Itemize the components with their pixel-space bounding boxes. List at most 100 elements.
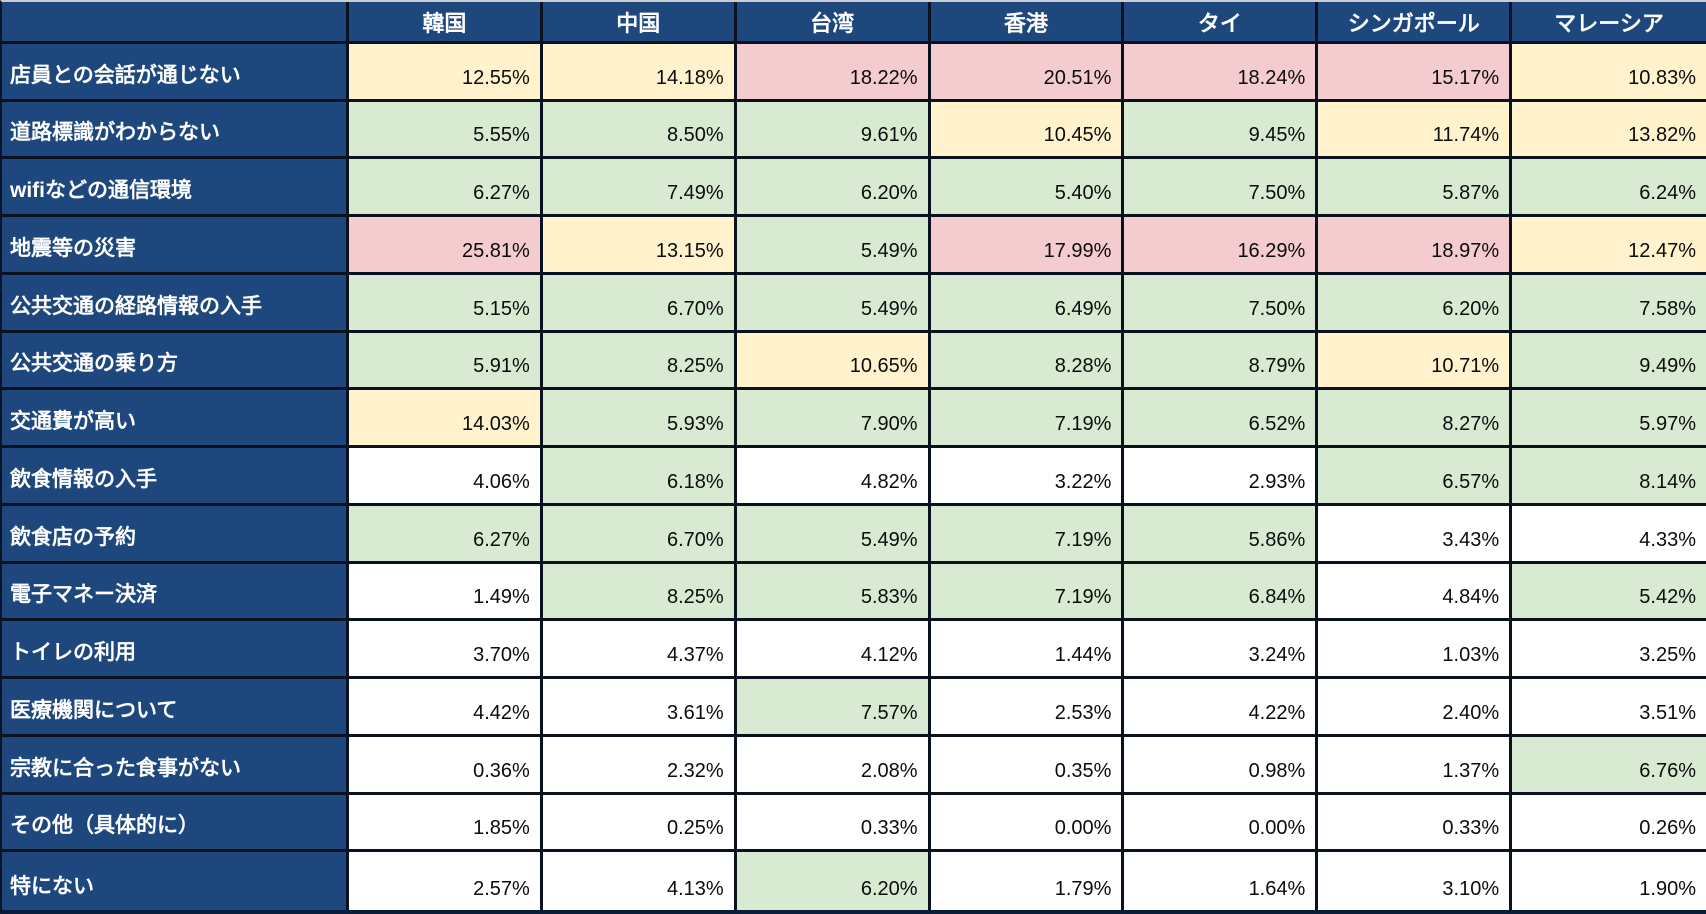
data-cell[interactable]: 2.93% [1124,448,1319,506]
row-label[interactable]: 特にない [2,852,349,910]
data-cell[interactable]: 18.24% [1124,44,1319,102]
data-cell[interactable]: 6.27% [349,505,543,564]
row-label[interactable]: 公共交通の経路情報の入手 [2,274,349,333]
data-cell[interactable]: 16.29% [1124,217,1319,275]
data-cell[interactable]: 3.22% [930,448,1125,506]
data-cell[interactable]: 6.52% [1124,390,1319,449]
data-cell[interactable]: 2.08% [736,736,931,795]
data-cell[interactable]: 7.50% [1124,274,1319,333]
data-cell[interactable]: 8.79% [1124,332,1319,391]
data-cell[interactable]: 9.61% [736,101,931,160]
data-cell[interactable]: 0.33% [1318,794,1513,853]
data-cell[interactable]: 6.18% [542,448,737,506]
data-cell[interactable]: 0.25% [542,794,737,853]
data-cell[interactable]: 6.70% [542,274,737,333]
data-cell[interactable]: 6.70% [542,505,737,564]
data-cell[interactable]: 9.49% [1512,332,1706,391]
data-cell[interactable]: 4.84% [1318,563,1513,622]
data-cell[interactable]: 5.83% [736,563,931,622]
data-cell[interactable]: 13.82% [1512,101,1706,160]
data-cell[interactable]: 3.25% [1512,621,1706,680]
data-cell[interactable]: 8.28% [930,332,1125,391]
row-label[interactable]: 公共交通の乗り方 [2,332,349,391]
data-cell[interactable]: 3.51% [1512,679,1706,737]
data-cell[interactable]: 18.22% [736,44,931,102]
data-cell[interactable]: 4.82% [736,448,931,506]
column-header[interactable]: マレーシア [1512,2,1706,44]
data-cell[interactable]: 6.84% [1124,563,1319,622]
data-cell[interactable]: 8.50% [542,101,737,160]
data-cell[interactable]: 2.53% [930,679,1125,737]
data-cell[interactable]: 7.49% [542,159,737,218]
row-label[interactable]: その他（具体的に） [2,794,349,853]
data-cell[interactable]: 7.19% [930,390,1125,449]
data-cell[interactable]: 17.99% [930,217,1125,275]
data-cell[interactable]: 3.43% [1318,505,1513,564]
row-label[interactable]: 電子マネー決済 [2,563,349,622]
column-header[interactable]: 韓国 [349,2,543,44]
data-cell[interactable]: 10.65% [736,332,931,391]
data-cell[interactable]: 7.57% [736,679,931,737]
data-cell[interactable]: 6.20% [1318,274,1513,333]
row-label[interactable]: 地震等の災害 [2,217,349,275]
row-label[interactable]: 店員との会話が通じない [2,44,349,102]
data-cell[interactable]: 10.71% [1318,332,1513,391]
row-label[interactable]: 道路標識がわからない [2,101,349,160]
data-cell[interactable]: 3.61% [542,679,737,737]
data-cell[interactable]: 5.97% [1512,390,1706,449]
data-cell[interactable]: 0.33% [736,794,931,853]
data-cell[interactable]: 6.20% [736,852,931,910]
data-cell[interactable]: 5.40% [930,159,1125,218]
data-cell[interactable]: 7.58% [1512,274,1706,333]
data-cell[interactable]: 5.15% [349,274,543,333]
data-cell[interactable]: 5.87% [1318,159,1513,218]
row-label[interactable]: 交通費が高い [2,390,349,449]
data-cell[interactable]: 14.03% [349,390,543,449]
corner-cell[interactable] [2,2,349,44]
data-cell[interactable]: 6.24% [1512,159,1706,218]
data-cell[interactable]: 6.76% [1512,736,1706,795]
data-cell[interactable]: 20.51% [930,44,1125,102]
data-cell[interactable]: 8.25% [542,563,737,622]
data-cell[interactable]: 5.49% [736,274,931,333]
data-cell[interactable]: 9.45% [1124,101,1319,160]
data-cell[interactable]: 0.36% [349,736,543,795]
data-cell[interactable]: 1.64% [1124,852,1319,910]
data-cell[interactable]: 12.47% [1512,217,1706,275]
row-label[interactable]: トイレの利用 [2,621,349,680]
data-cell[interactable]: 7.19% [930,563,1125,622]
data-cell[interactable]: 2.40% [1318,679,1513,737]
column-header[interactable]: 中国 [542,2,737,44]
data-cell[interactable]: 3.10% [1318,852,1513,910]
data-cell[interactable]: 4.42% [349,679,543,737]
data-cell[interactable]: 1.37% [1318,736,1513,795]
row-label[interactable]: wifiなどの通信環境 [2,159,349,218]
data-cell[interactable]: 6.20% [736,159,931,218]
data-cell[interactable]: 10.45% [930,101,1125,160]
data-cell[interactable]: 7.19% [930,505,1125,564]
data-cell[interactable]: 12.55% [349,44,543,102]
data-cell[interactable]: 5.91% [349,332,543,391]
data-cell[interactable]: 4.06% [349,448,543,506]
data-cell[interactable]: 8.14% [1512,448,1706,506]
data-cell[interactable]: 1.79% [930,852,1125,910]
data-cell[interactable]: 15.17% [1318,44,1513,102]
column-header[interactable]: シンガポール [1318,2,1513,44]
data-cell[interactable]: 0.00% [930,794,1125,853]
row-label[interactable]: 医療機関について [2,679,349,737]
data-cell[interactable]: 4.12% [736,621,931,680]
row-label[interactable]: 飲食情報の入手 [2,448,349,506]
data-cell[interactable]: 1.49% [349,563,543,622]
data-cell[interactable]: 1.85% [349,794,543,853]
data-cell[interactable]: 1.03% [1318,621,1513,680]
data-cell[interactable]: 5.86% [1124,505,1319,564]
data-cell[interactable]: 7.50% [1124,159,1319,218]
data-cell[interactable]: 5.49% [736,505,931,564]
data-cell[interactable]: 3.70% [349,621,543,680]
data-cell[interactable]: 3.24% [1124,621,1319,680]
data-cell[interactable]: 0.35% [930,736,1125,795]
column-header[interactable]: タイ [1124,2,1319,44]
data-cell[interactable]: 1.44% [930,621,1125,680]
data-cell[interactable]: 2.32% [542,736,737,795]
data-cell[interactable]: 8.27% [1318,390,1513,449]
